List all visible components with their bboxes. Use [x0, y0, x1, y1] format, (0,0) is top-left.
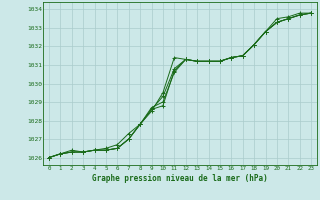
- X-axis label: Graphe pression niveau de la mer (hPa): Graphe pression niveau de la mer (hPa): [92, 174, 268, 183]
